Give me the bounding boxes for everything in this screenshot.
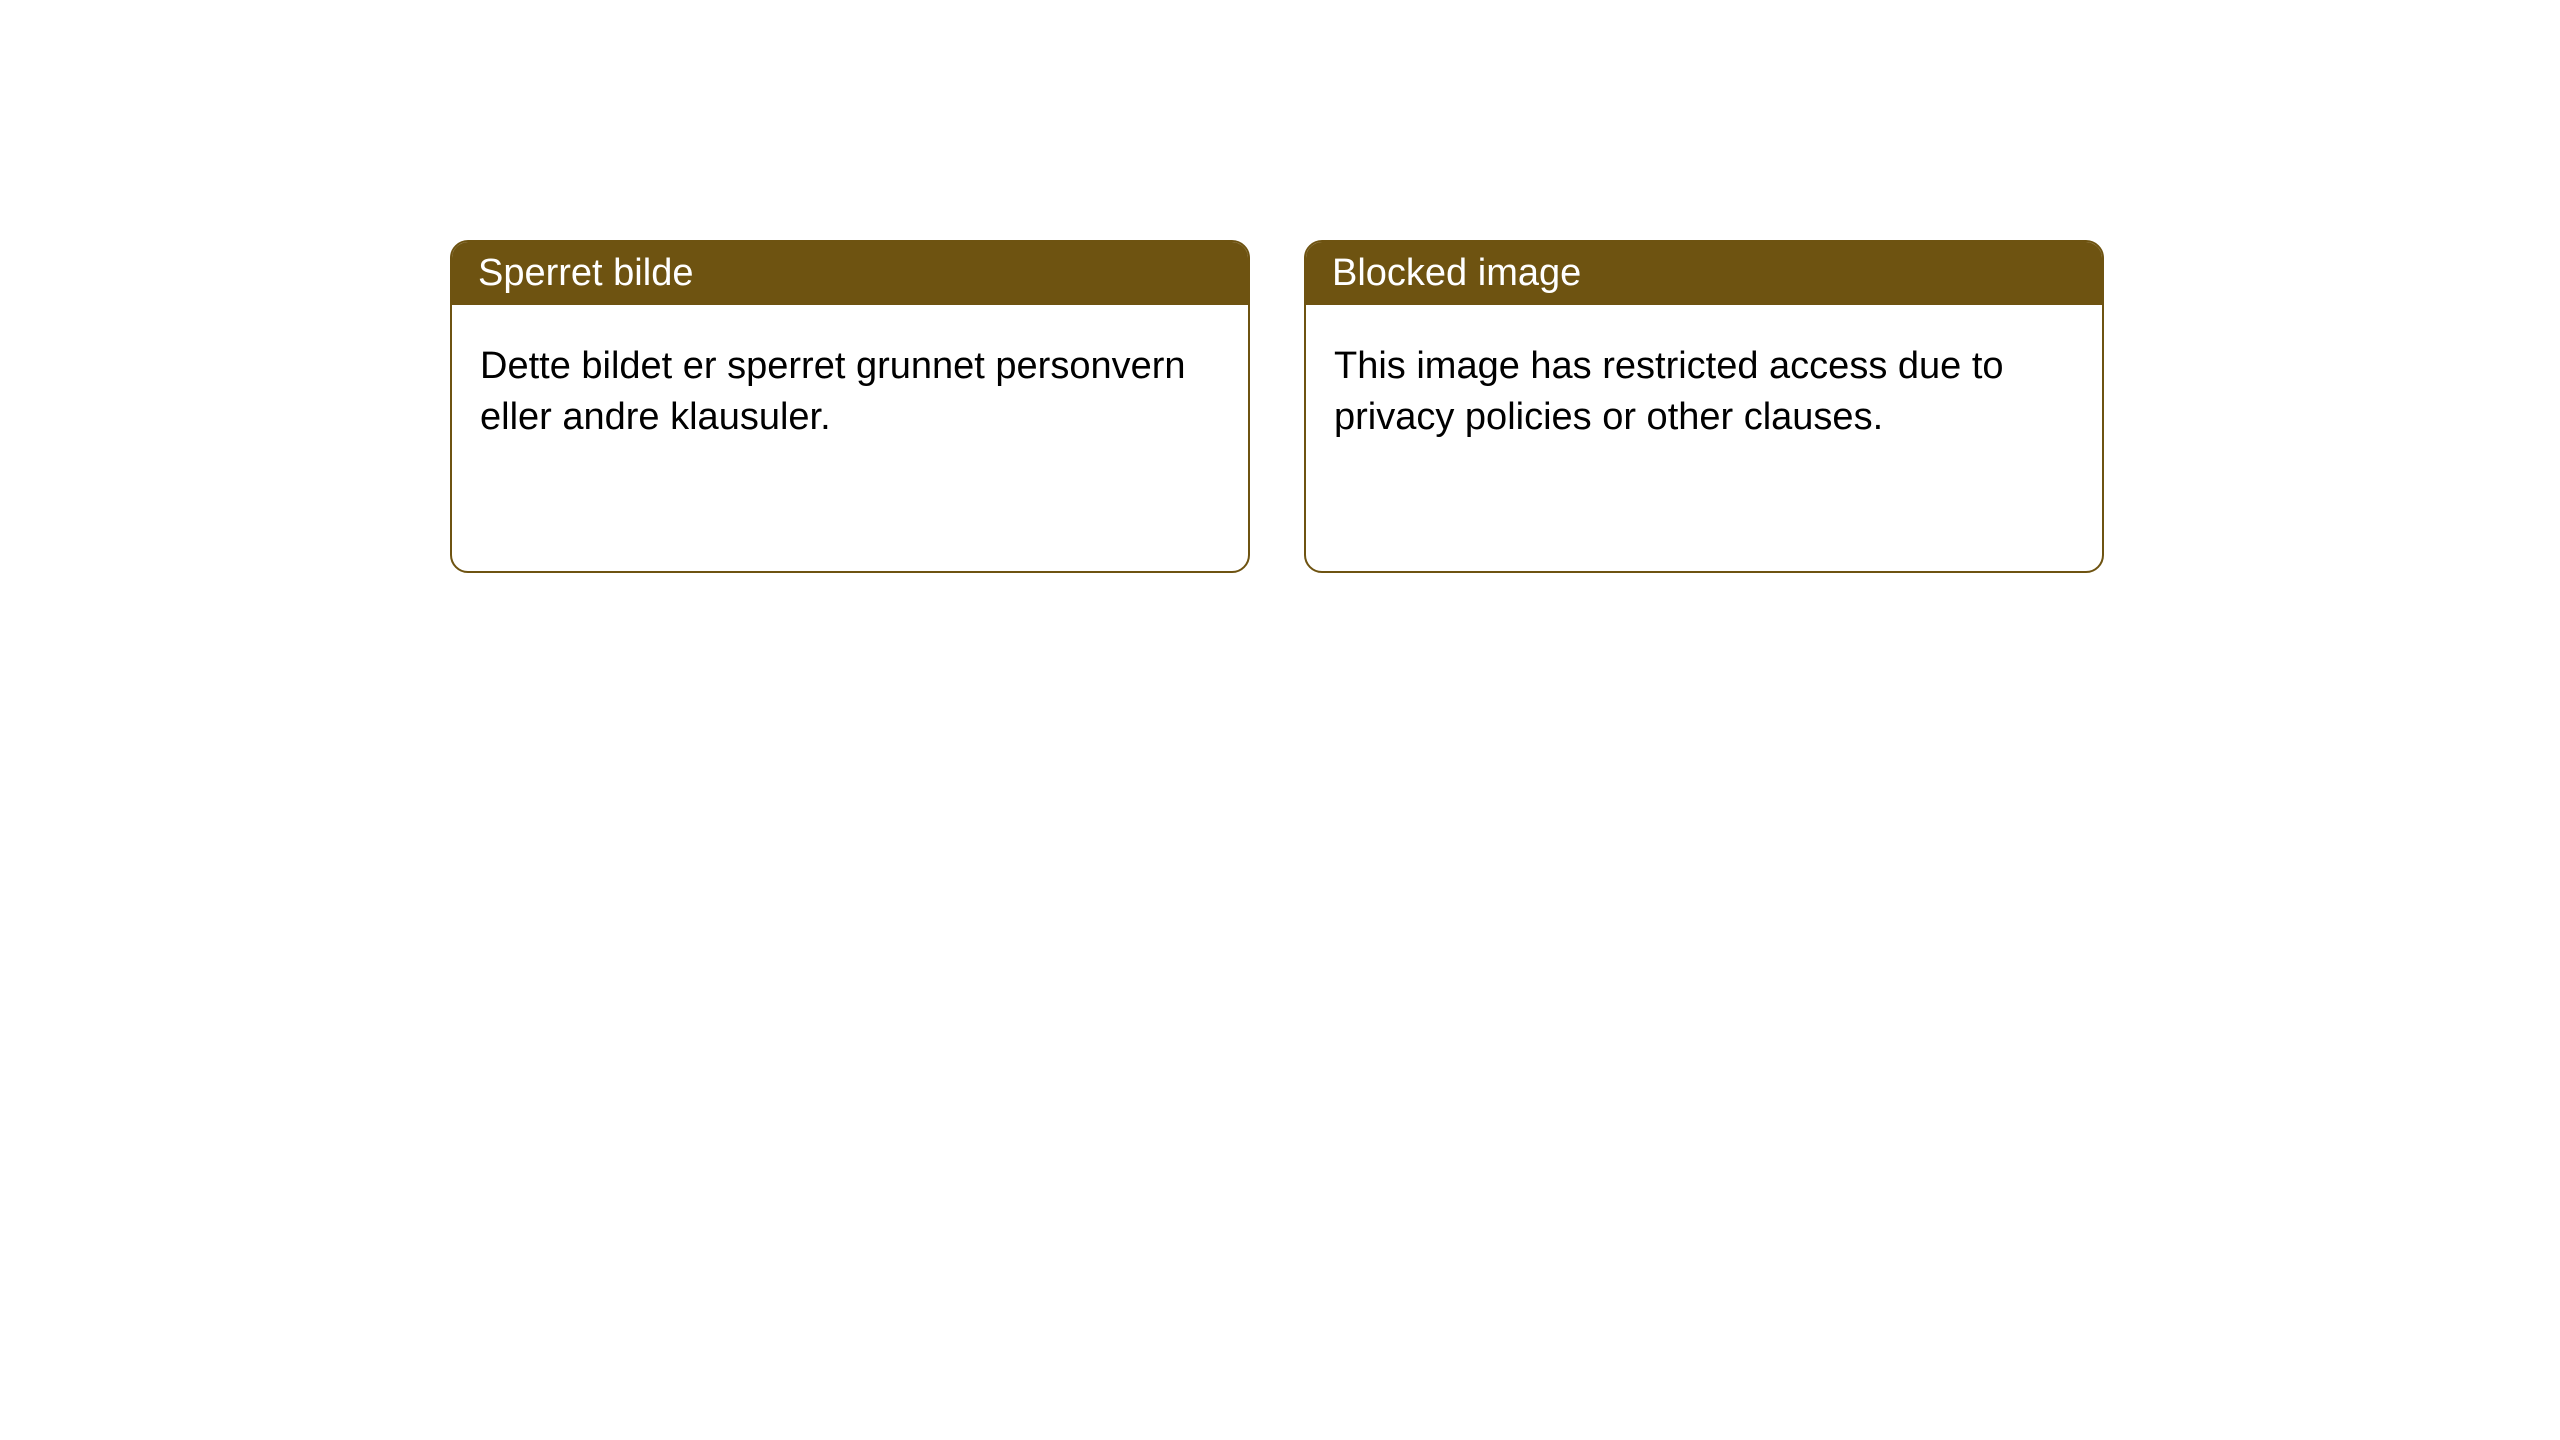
card-title-norwegian: Sperret bilde <box>452 242 1248 305</box>
card-body-english: This image has restricted access due to … <box>1306 305 2102 480</box>
card-title-english: Blocked image <box>1306 242 2102 305</box>
notice-container: Sperret bilde Dette bildet er sperret gr… <box>0 0 2560 573</box>
notice-card-norwegian: Sperret bilde Dette bildet er sperret gr… <box>450 240 1250 573</box>
card-body-norwegian: Dette bildet er sperret grunnet personve… <box>452 305 1248 480</box>
notice-card-english: Blocked image This image has restricted … <box>1304 240 2104 573</box>
